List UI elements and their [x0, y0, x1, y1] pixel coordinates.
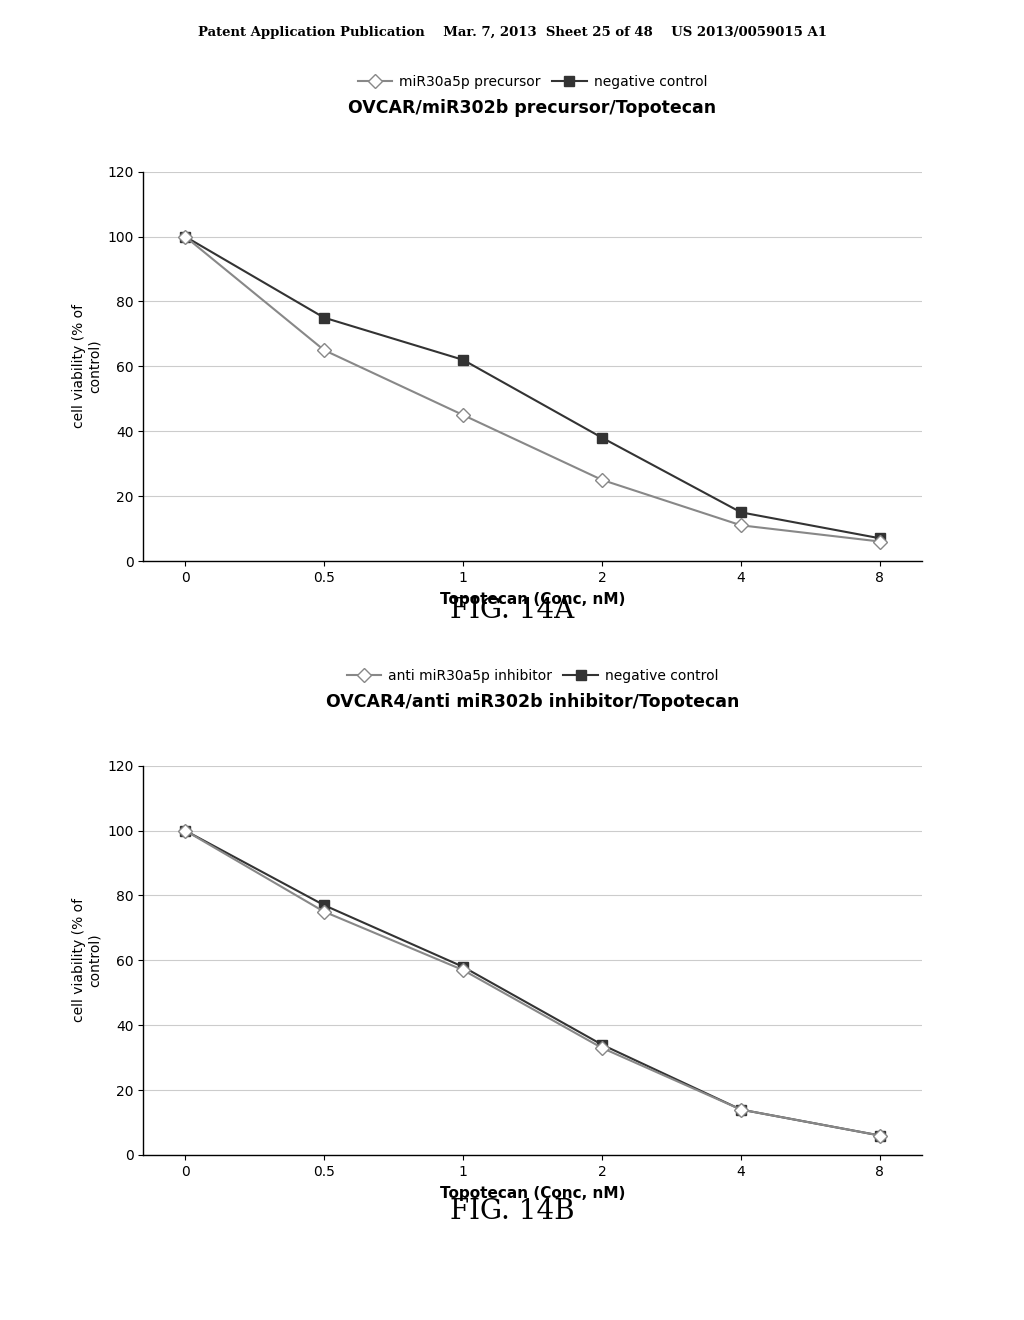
- Text: FIG. 14A: FIG. 14A: [450, 597, 574, 624]
- Legend: anti miR30a5p inhibitor, negative control: anti miR30a5p inhibitor, negative contro…: [341, 664, 724, 689]
- Y-axis label: cell viability (% of
control): cell viability (% of control): [72, 898, 101, 1023]
- Text: Patent Application Publication    Mar. 7, 2013  Sheet 25 of 48    US 2013/005901: Patent Application Publication Mar. 7, 2…: [198, 26, 826, 38]
- Y-axis label: cell viability (% of
control): cell viability (% of control): [72, 304, 101, 429]
- Title: OVCAR/miR302b precursor/Topotecan: OVCAR/miR302b precursor/Topotecan: [348, 99, 717, 117]
- X-axis label: Topotecan (Conc, nM): Topotecan (Conc, nM): [439, 1185, 626, 1201]
- Title: OVCAR4/anti miR302b inhibitor/Topotecan: OVCAR4/anti miR302b inhibitor/Topotecan: [326, 693, 739, 711]
- Legend: miR30a5p precursor, negative control: miR30a5p precursor, negative control: [352, 70, 713, 95]
- X-axis label: Topotecan (Conc, nM): Topotecan (Conc, nM): [439, 591, 626, 607]
- Text: FIG. 14B: FIG. 14B: [450, 1197, 574, 1225]
